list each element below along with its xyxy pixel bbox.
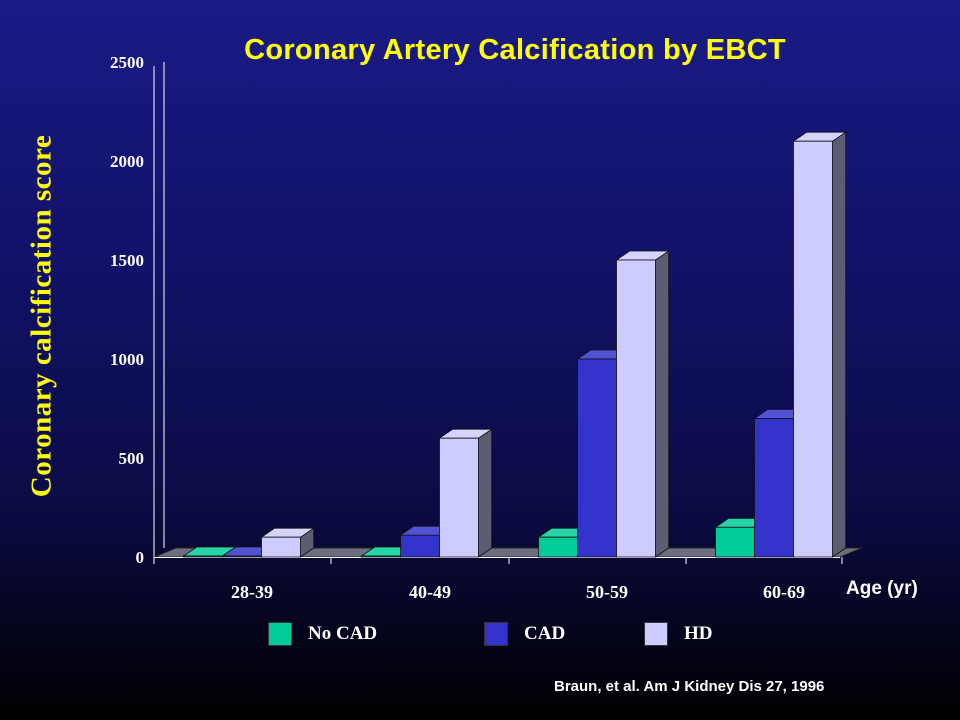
legend-swatch-cad [484, 622, 508, 646]
bar-side [832, 131, 847, 558]
bar-side [655, 250, 670, 558]
x-tick-label: 50-59 [586, 582, 628, 602]
bar [793, 140, 833, 558]
bar [577, 358, 617, 558]
y-tick-label: 2500 [110, 53, 144, 72]
y-tick-label: 2000 [110, 152, 144, 171]
x-axis-label: Age (yr) [846, 578, 918, 599]
y-tick-label: 500 [119, 449, 145, 468]
bar [361, 555, 401, 558]
y-tick-label: 1500 [110, 251, 144, 270]
y-tick-label: 1000 [110, 350, 144, 369]
chart-title: Coronary Artery Calcification by EBCT [244, 34, 786, 66]
x-tick-label: 60-69 [763, 582, 805, 602]
legend-label-no-cad: No CAD [308, 623, 378, 644]
bar [538, 536, 578, 558]
bar [439, 437, 479, 558]
legend-label-cad: CAD [524, 623, 566, 644]
bar [400, 534, 440, 558]
bar [715, 526, 755, 558]
legend-swatch-hd [644, 622, 668, 646]
x-tick-label: 28-39 [231, 582, 273, 602]
legend-label-hd: HD [684, 623, 713, 644]
bar-side [478, 428, 493, 558]
bar [616, 259, 656, 558]
citation: Braun, et al. Am J Kidney Dis 27, 1996 [554, 678, 825, 695]
bar [222, 555, 262, 558]
y-tick-label: 0 [136, 548, 145, 567]
bar [183, 555, 223, 558]
bar [754, 417, 794, 558]
x-tick-label: 40-49 [409, 582, 451, 602]
legend-swatch-no-cad [268, 622, 292, 646]
bar [261, 536, 301, 558]
